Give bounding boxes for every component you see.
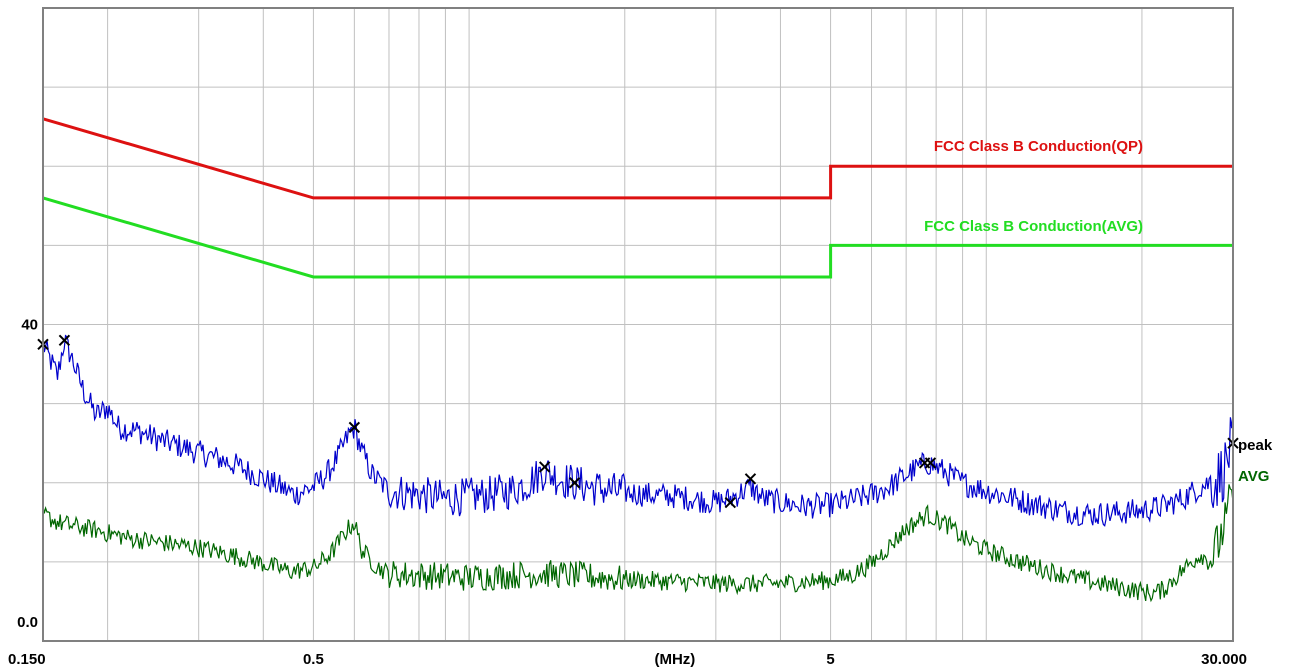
peak-marker: [924, 457, 937, 469]
peak-marker: [58, 334, 71, 347]
peak-marker: [568, 477, 581, 489]
series-line-avg: [42, 484, 1234, 603]
x-tick-label: 0.5: [303, 651, 324, 668]
plot-border: [42, 7, 1234, 642]
x-unit-label: (MHz): [654, 651, 695, 668]
peak-marker: [348, 421, 361, 434]
limit-label-avg: FCC Class B Conduction(AVG): [924, 218, 1143, 235]
labels: FCC Class B Conduction(QP) FCC Class B C…: [654, 138, 1272, 668]
limit-label-qp: FCC Class B Conduction(QP): [934, 138, 1143, 155]
x-tick-label: 5: [826, 651, 834, 668]
peak-marker: [724, 496, 737, 509]
limit-lines: [42, 117, 1233, 279]
y-tick-label: 0.0: [17, 614, 38, 631]
limit-line-avg: [42, 196, 1233, 279]
series-label-avg: AVG: [1238, 468, 1269, 485]
series-label-peak: peak: [1238, 437, 1273, 454]
series-line-peak: [42, 334, 1234, 527]
y-tick-label: 40: [21, 317, 38, 334]
peak-marker: [744, 473, 757, 485]
data-series: [42, 334, 1234, 603]
tick-labels: 0.150 0.5 5 30.000 0.0 40: [8, 317, 1247, 669]
limit-line-qp: [42, 117, 1233, 200]
x-tick-label: 30.000: [1201, 651, 1247, 668]
peak-marker: [538, 461, 551, 473]
x-tick-label: 0.150: [8, 651, 46, 668]
